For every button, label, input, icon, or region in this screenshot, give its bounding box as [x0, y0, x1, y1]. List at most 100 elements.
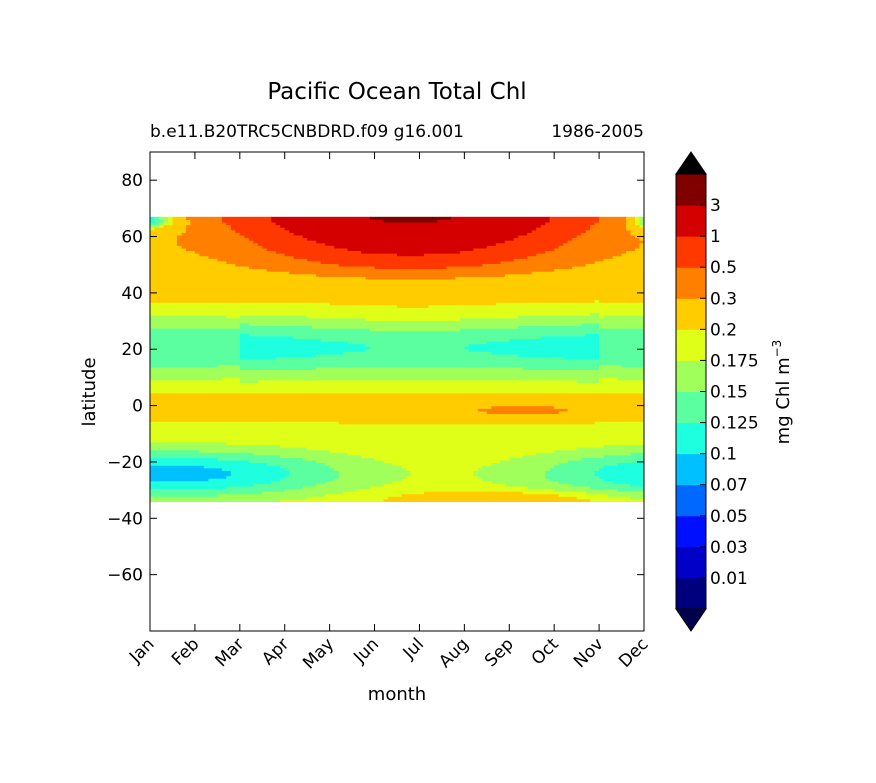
contour-cell: [599, 356, 644, 360]
contour-cell: [150, 431, 644, 435]
contour-cell: [617, 462, 644, 466]
contour-cell: [284, 253, 398, 257]
x-tick-label: Jul: [399, 634, 428, 663]
contour-cell: [311, 325, 519, 329]
contour-cell: [150, 457, 218, 461]
contour-cell: [150, 423, 644, 427]
contour-cell: [540, 224, 591, 228]
contour-cell: [150, 405, 492, 409]
contour-cell: [477, 467, 551, 471]
contour-cell: [599, 348, 644, 352]
contour-cell: [518, 325, 600, 329]
contour-cell: [226, 475, 286, 479]
contour-cell: [150, 271, 290, 275]
contour-cell: [150, 258, 218, 262]
contour-cell: [150, 462, 268, 466]
contour-cell: [576, 447, 644, 451]
contour-cell: [599, 467, 644, 471]
contour-cell: [271, 216, 371, 220]
contour-cell: [150, 286, 644, 290]
contour-cell: [253, 240, 317, 244]
contour-cell: [477, 475, 546, 479]
contour-cell: [150, 317, 367, 321]
contour-cell: [150, 234, 178, 239]
contour-cell: [248, 322, 582, 327]
contour-cell: [599, 343, 644, 347]
contour-cell: [217, 258, 308, 262]
contour-cell: [545, 472, 596, 477]
contour-cell: [338, 263, 483, 267]
y-tick-label: 20: [121, 340, 143, 360]
x-tick-label: Feb: [168, 634, 203, 669]
contour-cell: [599, 379, 644, 383]
contour-cell: [172, 221, 192, 226]
contour-cell: [356, 488, 555, 492]
contour-cell: [150, 413, 644, 417]
contour-cell: [599, 219, 627, 223]
contour-cell: [599, 325, 644, 329]
contour-cell: [334, 478, 403, 482]
chart-title: Pacific Ocean Total Chl: [267, 79, 526, 105]
contour-cell: [491, 405, 555, 409]
contour-cell: [181, 232, 241, 236]
contour-cell: [518, 315, 600, 319]
contour-cell: [199, 449, 331, 453]
contour-cell: [482, 478, 551, 482]
contour-cell: [599, 322, 644, 327]
colorbar-segment: [676, 236, 706, 268]
contour-cell: [594, 299, 600, 303]
contour-cell: [599, 346, 644, 350]
contour-cell: [531, 229, 587, 233]
contour-cell: [545, 250, 627, 254]
contour-cell: [248, 237, 308, 241]
contour-cell: [316, 240, 506, 244]
y-axis-label: latitude: [79, 357, 100, 426]
contour-cell: [316, 273, 506, 277]
contour-cell: [150, 434, 644, 438]
contour-cell: [163, 224, 187, 228]
contour-cell: [239, 356, 277, 360]
contour-cell: [576, 496, 632, 500]
contour-cell: [450, 216, 551, 220]
contour-cell: [617, 377, 644, 381]
contour-cell: [150, 478, 209, 482]
contour-cell: [150, 465, 205, 469]
colorbar-label: mg Chl m−3: [770, 340, 794, 445]
contour-cell: [150, 260, 227, 264]
x-tick-label: Sep: [481, 634, 518, 671]
contour-cell: [590, 224, 627, 228]
contour-cell: [388, 496, 578, 500]
contour-cell: [248, 265, 376, 270]
contour-cell: [486, 245, 560, 249]
contour-cell: [284, 227, 537, 231]
contour-cell: [230, 472, 290, 477]
contour-cell: [491, 351, 600, 355]
colorbar-tick-label: 0.05: [710, 507, 748, 527]
contour-cell: [150, 374, 644, 378]
contour-cell: [150, 284, 644, 288]
contour-cell: [150, 491, 263, 495]
contour-cell: [253, 452, 349, 456]
contour-cell: [540, 335, 600, 340]
colorbar-tick-label: 0.5: [710, 258, 737, 278]
contour-cell: [325, 480, 394, 484]
contour-cell: [325, 462, 394, 466]
colorbar-tick-label: 0.3: [710, 289, 737, 309]
contour-cell: [630, 483, 644, 487]
contour-cell: [150, 410, 488, 415]
contour-cell: [208, 478, 281, 482]
plot-area: Jan Feb Mar Apr May Jun Jul Aug Sep Oct Nov Dec −60…: [107, 151, 653, 673]
contour-cell: [150, 343, 241, 347]
contour-cell: [468, 343, 600, 347]
contour-cell: [239, 377, 600, 381]
contour-cell: [370, 216, 452, 220]
contour-cell: [527, 232, 582, 236]
contour-cell: [203, 465, 281, 469]
contour-cell: [338, 475, 407, 479]
contour-cell: [150, 372, 644, 376]
contour-cell: [513, 258, 605, 262]
contour-cell: [150, 297, 644, 301]
contour-cell: [150, 242, 178, 246]
contour-cell: [608, 493, 644, 497]
